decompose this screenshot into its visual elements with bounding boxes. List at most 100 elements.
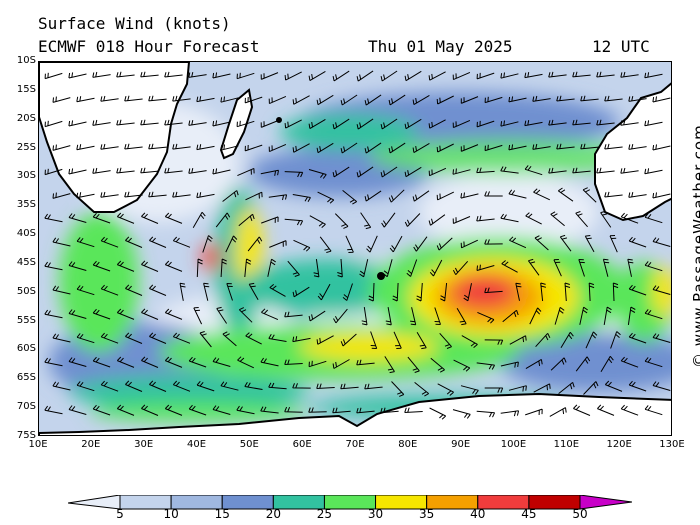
wind-barb bbox=[216, 306, 228, 324]
wind-barb bbox=[628, 236, 647, 248]
wind-barb bbox=[407, 356, 420, 373]
longitude-label: 80E bbox=[398, 439, 418, 450]
wind-barb bbox=[644, 168, 663, 175]
wind-barb bbox=[334, 213, 349, 229]
wind-barb bbox=[368, 282, 375, 302]
wind-barb bbox=[269, 284, 286, 297]
wind-barb bbox=[428, 71, 446, 81]
wind-barb bbox=[52, 285, 71, 295]
wind-barb bbox=[164, 167, 183, 174]
wind-barb bbox=[436, 191, 455, 201]
wind-barb bbox=[573, 404, 591, 416]
wind-barb bbox=[172, 95, 191, 102]
wind-barb bbox=[100, 143, 119, 150]
wind-barb bbox=[620, 167, 639, 174]
colorbar-label: 45 bbox=[521, 507, 537, 521]
wind-barb bbox=[604, 380, 623, 392]
wind-barb bbox=[556, 95, 575, 102]
wind-barb bbox=[628, 332, 647, 344]
wind-barb bbox=[356, 166, 374, 178]
wind-barb bbox=[222, 331, 237, 347]
wind-barb bbox=[628, 380, 647, 392]
wind-barb bbox=[585, 331, 598, 349]
latitude-label: 45S bbox=[16, 256, 36, 268]
wind-barb bbox=[141, 356, 159, 368]
wind-barb bbox=[44, 309, 63, 319]
wind-barb bbox=[644, 405, 663, 416]
wind-barb bbox=[436, 143, 454, 153]
wind-barb bbox=[527, 258, 540, 276]
wind-barb bbox=[620, 212, 639, 224]
wind-barb bbox=[236, 405, 255, 415]
wind-barb bbox=[292, 383, 311, 389]
wind-barb bbox=[534, 235, 549, 251]
wind-barb bbox=[125, 284, 143, 296]
wind-barb bbox=[92, 212, 111, 224]
wind-barb bbox=[100, 332, 119, 344]
wind-barb bbox=[196, 258, 203, 278]
wind-barb bbox=[391, 381, 405, 397]
wind-barb bbox=[268, 382, 287, 390]
wind-barb bbox=[515, 282, 522, 301]
madagascar-land bbox=[219, 88, 254, 160]
wind-barb bbox=[125, 236, 143, 248]
wind-barb bbox=[388, 94, 406, 106]
wind-barb bbox=[292, 194, 311, 203]
wind-barb bbox=[247, 236, 263, 252]
wind-barb bbox=[196, 192, 215, 199]
wind-barb bbox=[220, 96, 239, 103]
wind-barb bbox=[524, 120, 543, 127]
wind-barb bbox=[416, 332, 427, 350]
wind-barb bbox=[452, 168, 471, 175]
wind-barb bbox=[580, 143, 599, 150]
wind-barb bbox=[603, 306, 612, 325]
wind-barb bbox=[149, 380, 167, 392]
wind-barb bbox=[440, 282, 448, 302]
wind-barb bbox=[366, 235, 378, 253]
wind-barb bbox=[554, 307, 565, 325]
wind-barb bbox=[359, 259, 369, 278]
wind-barb bbox=[529, 307, 542, 325]
wind-barb bbox=[439, 332, 452, 349]
wind-barb bbox=[356, 407, 375, 414]
wind-barb bbox=[149, 236, 167, 248]
crozet-island bbox=[276, 117, 282, 123]
wind-barb bbox=[188, 71, 207, 78]
wind-barb bbox=[460, 385, 479, 395]
wind-barb bbox=[333, 308, 348, 324]
wind-barb bbox=[452, 260, 469, 276]
wind-barb bbox=[116, 167, 135, 174]
wind-barb bbox=[436, 95, 454, 105]
wind-map[interactable] bbox=[38, 61, 672, 436]
wind-barb bbox=[509, 335, 527, 345]
wind-barb bbox=[140, 119, 159, 126]
wind-barb bbox=[76, 237, 95, 248]
wind-barb bbox=[92, 167, 111, 174]
wind-barb bbox=[524, 165, 543, 176]
wind-barb bbox=[92, 404, 111, 416]
wind-barb bbox=[583, 381, 599, 395]
wind-barb bbox=[44, 168, 63, 176]
wind-barb bbox=[596, 119, 615, 126]
wind-barb bbox=[124, 143, 143, 150]
wind-barb bbox=[52, 144, 71, 151]
wind-barb bbox=[428, 167, 447, 177]
latitude-label: 10S bbox=[16, 55, 36, 66]
wind-barb bbox=[100, 284, 119, 296]
wind-barb bbox=[609, 235, 618, 253]
wind-barb bbox=[308, 310, 326, 322]
wind-barb bbox=[319, 236, 332, 253]
wind-barb bbox=[268, 143, 287, 153]
wind-barb bbox=[452, 409, 471, 419]
wind-barb bbox=[548, 71, 567, 78]
wind-barb bbox=[196, 144, 215, 151]
wind-barb bbox=[284, 359, 303, 365]
wind-barb bbox=[460, 192, 479, 199]
colorbar-label: 30 bbox=[367, 507, 384, 521]
wind-barb bbox=[100, 380, 119, 392]
latitude-label: 20S bbox=[16, 112, 36, 124]
wind-barb bbox=[164, 71, 183, 78]
wind-barb bbox=[364, 94, 382, 106]
wind-barb bbox=[558, 187, 574, 202]
wind-barb bbox=[244, 144, 263, 152]
